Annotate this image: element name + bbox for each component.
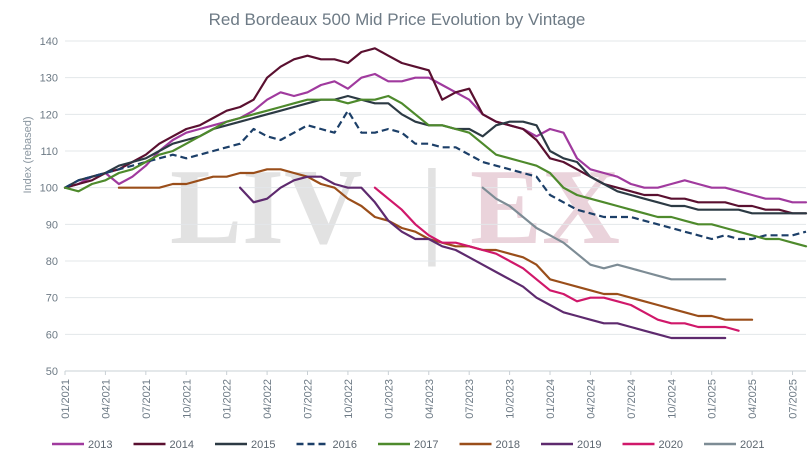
- x-tick-label: 01/2022: [222, 379, 234, 419]
- x-tick-label: 10/2021: [181, 379, 193, 419]
- x-tick-label: 07/2021: [141, 379, 153, 419]
- y-tick-label: 90: [46, 219, 58, 231]
- legend-label-2014: 2014: [170, 439, 194, 451]
- y-tick-label: 140: [40, 36, 58, 48]
- x-tick-label: 07/2025: [788, 379, 800, 419]
- legend-label-2013: 2013: [88, 439, 112, 451]
- x-tick-label: 01/2023: [383, 379, 395, 419]
- series-line-2018: [117, 168, 754, 321]
- y-tick-label: 70: [46, 293, 58, 305]
- series-line-2013: [63, 72, 808, 204]
- y-tick-label: 100: [40, 183, 58, 195]
- series-line-2017: [63, 94, 808, 248]
- y-tick-label: 130: [40, 73, 58, 85]
- gridlines: [65, 40, 806, 372]
- x-tick-label: 01/2025: [707, 379, 719, 419]
- legend-label-2020: 2020: [659, 439, 683, 451]
- legend: 2013 2014 2015 2016 2017 2018 2019 2020 2021: [52, 439, 764, 451]
- x-tick-label: 04/2025: [747, 379, 759, 419]
- x-tick-label: 07/2022: [303, 379, 315, 419]
- legend-label-2016: 2016: [333, 439, 357, 451]
- chart-title: Red Bordeaux 500 Mid Price Evolution by …: [209, 10, 586, 29]
- x-tick-label: 01/2024: [545, 379, 557, 419]
- x-axis: 01/2021 04/2021 07/2021 10/2021 01/2022 04/20…: [60, 370, 806, 419]
- series-line-2016: [64, 109, 807, 241]
- y-tick-label: 80: [46, 256, 58, 268]
- watermark-text-left: LIV: [170, 148, 362, 267]
- watermark-text-right: EX: [470, 148, 620, 267]
- legend-label-2017: 2017: [414, 439, 438, 451]
- y-axis: 50 60 70 80 90 100 110 120 130 140: [40, 36, 58, 378]
- y-tick-label: 50: [46, 366, 58, 378]
- series-line-2021: [481, 186, 727, 281]
- watermark-logo: LIV | EX: [170, 148, 620, 267]
- x-tick-label: 10/2023: [505, 379, 517, 419]
- x-tick-label: 07/2023: [464, 379, 476, 419]
- y-axis-label: Index (rebased): [22, 116, 34, 193]
- x-tick-label: 07/2024: [626, 379, 638, 419]
- series-line-2014: [63, 47, 808, 215]
- y-tick-label: 120: [40, 109, 58, 121]
- watermark-separator: |: [420, 148, 444, 267]
- x-tick-label: 04/2024: [585, 379, 597, 419]
- x-tick-label: 01/2021: [60, 379, 72, 419]
- legend-label-2015: 2015: [251, 439, 275, 451]
- legend-label-2018: 2018: [496, 439, 520, 451]
- x-tick-label: 04/2021: [100, 379, 112, 419]
- series-lines: [63, 47, 808, 340]
- series-line-2020: [373, 186, 740, 332]
- legend-label-2021: 2021: [740, 439, 764, 451]
- y-tick-label: 60: [46, 329, 58, 341]
- x-tick-label: 04/2022: [262, 379, 274, 419]
- legend-label-2019: 2019: [577, 439, 601, 451]
- series-line-2019: [239, 175, 727, 340]
- x-tick-label: 10/2022: [343, 379, 355, 419]
- x-tick-label: 04/2023: [424, 379, 436, 419]
- x-tick-label: 10/2024: [666, 379, 678, 419]
- y-tick-label: 110: [40, 146, 58, 158]
